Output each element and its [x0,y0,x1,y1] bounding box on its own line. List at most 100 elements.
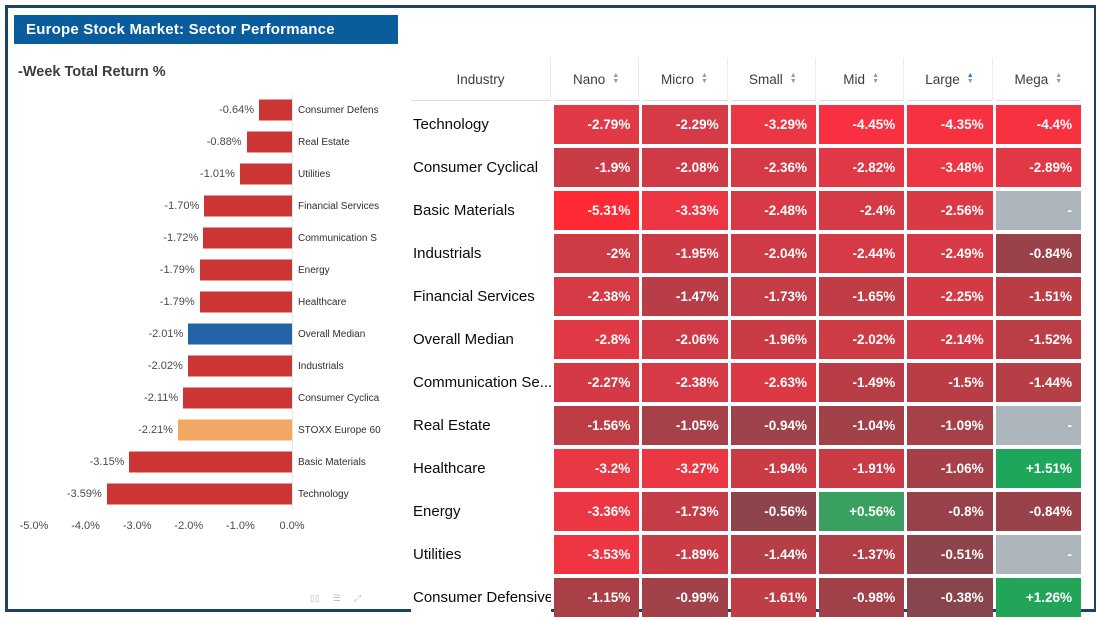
bar[interactable] [177,419,292,441]
heatmap-cell[interactable]: -0.84% [995,234,1081,273]
heatmap-cell[interactable]: -2.38% [642,363,728,402]
heatmap-cell[interactable]: -1.96% [730,320,816,359]
heatmap-cell[interactable]: -1.05% [642,406,728,445]
bar[interactable] [258,99,292,121]
pages-icon[interactable]: ▯▯ [310,593,320,603]
industry-cell[interactable]: Industrials [411,234,551,273]
heatmap-cell[interactable]: -2.4% [818,191,905,230]
bar[interactable] [204,195,292,217]
heatmap-cell[interactable]: -1.44% [995,363,1081,402]
bar[interactable] [129,451,292,473]
heatmap-cell[interactable]: -1.44% [730,535,816,574]
sort-icon[interactable]: ▲ ▼ [1055,72,1062,85]
heatmap-cell[interactable]: -2.38% [554,277,640,316]
heatmap-cell[interactable]: -2.82% [818,148,905,187]
heatmap-cell[interactable]: -2.48% [730,191,816,230]
heatmap-cell[interactable]: -1.09% [907,406,993,445]
heatmap-cell[interactable]: -1.52% [995,320,1081,359]
bar[interactable] [199,259,292,281]
heatmap-cell[interactable]: -1.73% [642,492,728,531]
column-header-mega[interactable]: Mega ▲ ▼ [995,58,1081,101]
heatmap-cell[interactable]: -1.51% [995,277,1081,316]
heatmap-cell[interactable]: -1.61% [730,578,816,617]
heatmap-cell[interactable]: -0.8% [907,492,993,531]
industry-cell[interactable]: Consumer Cyclical [411,148,551,187]
heatmap-cell[interactable]: -2.49% [907,234,993,273]
heatmap-cell[interactable]: -1.91% [818,449,905,488]
sort-icon[interactable]: ▲ ▼ [790,72,797,85]
heatmap-cell[interactable]: -0.51% [907,535,993,574]
heatmap-cell[interactable]: -4.4% [995,105,1081,144]
heatmap-cell[interactable]: -5.31% [554,191,640,230]
expand-icon[interactable]: ⤢ [353,593,362,603]
heatmap-cell[interactable]: -2.63% [730,363,816,402]
industry-cell[interactable]: Technology [411,105,551,144]
heatmap-cell[interactable]: -2% [554,234,640,273]
heatmap-cell[interactable]: -2.14% [907,320,993,359]
heatmap-cell[interactable]: -2.25% [907,277,993,316]
heatmap-cell[interactable]: -1.95% [642,234,728,273]
heatmap-cell[interactable]: -3.29% [730,105,816,144]
heatmap-cell[interactable]: -1.06% [907,449,993,488]
bar[interactable] [239,163,292,185]
heatmap-cell[interactable]: - [995,535,1081,574]
bar[interactable] [203,227,292,249]
heatmap-cell[interactable]: -1.5% [907,363,993,402]
sort-icon[interactable]: ▲ ▼ [701,72,708,85]
heatmap-cell[interactable]: -1.56% [554,406,640,445]
heatmap-cell[interactable]: -2.44% [818,234,905,273]
heatmap-cell[interactable]: -0.94% [730,406,816,445]
heatmap-cell[interactable]: +0.56% [818,492,905,531]
heatmap-cell[interactable]: -2.02% [818,320,905,359]
industry-cell[interactable]: Overall Median [411,320,551,359]
industry-cell[interactable]: Utilities [411,535,551,574]
heatmap-cell[interactable]: +1.51% [995,449,1081,488]
heatmap-cell[interactable]: -2.29% [642,105,728,144]
heatmap-cell[interactable]: -3.33% [642,191,728,230]
bar[interactable] [183,387,292,409]
heatmap-cell[interactable]: -1.37% [818,535,905,574]
column-header-nano[interactable]: Nano ▲ ▼ [554,58,640,101]
heatmap-cell[interactable]: +1.26% [995,578,1081,617]
heatmap-cell[interactable]: -1.89% [642,535,728,574]
heatmap-cell[interactable]: -1.65% [818,277,905,316]
column-header-micro[interactable]: Micro ▲ ▼ [642,58,728,101]
heatmap-cell[interactable]: -1.94% [730,449,816,488]
heatmap-cell[interactable]: -3.2% [554,449,640,488]
industry-cell[interactable]: Healthcare [411,449,551,488]
bar[interactable] [188,323,292,345]
heatmap-cell[interactable]: -2.36% [730,148,816,187]
heatmap-cell[interactable]: -4.35% [907,105,993,144]
heatmap-cell[interactable]: -1.15% [554,578,640,617]
heatmap-cell[interactable]: -0.56% [730,492,816,531]
heatmap-cell[interactable]: -3.48% [907,148,993,187]
industry-cell[interactable]: Basic Materials [411,191,551,230]
heatmap-cell[interactable]: -1.49% [818,363,905,402]
heatmap-cell[interactable]: -1.9% [554,148,640,187]
heatmap-cell[interactable]: -2.79% [554,105,640,144]
sort-icon[interactable]: ▲ ▼ [612,72,619,85]
heatmap-cell[interactable]: -3.27% [642,449,728,488]
heatmap-cell[interactable]: - [995,406,1081,445]
heatmap-cell[interactable]: -2.06% [642,320,728,359]
heatmap-cell[interactable]: -0.38% [907,578,993,617]
heatmap-cell[interactable]: -2.56% [907,191,993,230]
industry-cell[interactable]: Communication Se... [411,363,551,402]
heatmap-cell[interactable]: -2.04% [730,234,816,273]
heatmap-cell[interactable]: - [995,191,1081,230]
heatmap-cell[interactable]: -4.45% [818,105,905,144]
industry-cell[interactable]: Financial Services [411,277,551,316]
heatmap-cell[interactable]: -0.84% [995,492,1081,531]
column-header-mid[interactable]: Mid ▲ ▼ [818,58,905,101]
heatmap-cell[interactable]: -0.99% [642,578,728,617]
heatmap-cell[interactable]: -1.73% [730,277,816,316]
sort-icon[interactable]: ▲ ▼ [872,72,879,85]
menu-icon[interactable]: ☰ [332,593,341,603]
heatmap-cell[interactable]: -2.89% [995,148,1081,187]
industry-cell[interactable]: Energy [411,492,551,531]
column-header-industry[interactable]: Industry [411,58,551,101]
heatmap-cell[interactable]: -0.98% [818,578,905,617]
bar[interactable] [106,483,292,505]
heatmap-cell[interactable]: -1.47% [642,277,728,316]
heatmap-cell[interactable]: -1.04% [818,406,905,445]
